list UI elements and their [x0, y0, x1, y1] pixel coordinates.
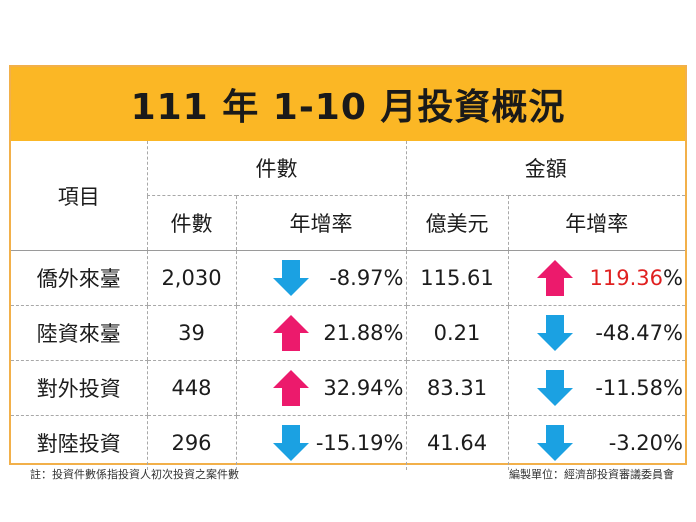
count-value: 39 [146, 305, 236, 361]
count-value: 2,030 [146, 250, 236, 306]
amount-value: 41.64 [405, 415, 508, 470]
header-amount-unit: 億美元 [405, 195, 508, 251]
row-label: 對外投資 [11, 360, 147, 416]
arrow-down-icon [536, 425, 573, 461]
amount-growth-value: -48.47 [595, 321, 664, 345]
count-growth-value: 21.88% [323, 321, 404, 345]
amount-growth-cell: -3.20% [507, 415, 685, 470]
header-count-group: 件數 [146, 141, 406, 196]
amount-growth-cell: 119.36% [507, 250, 685, 306]
count-growth-cell: 21.88% [235, 305, 406, 361]
percent-sign: % [663, 431, 683, 455]
amount-value: 83.31 [405, 360, 508, 416]
amount-value: 0.21 [405, 305, 508, 361]
arrow-down-icon [536, 370, 573, 406]
count-value: 296 [146, 415, 236, 470]
arrow-down-icon [272, 425, 309, 461]
header-item: 項目 [11, 141, 147, 251]
arrow-up-icon [272, 315, 309, 351]
table-row: 對外投資 448 32.94% 83.31 -11.58% [11, 360, 685, 416]
footnote: 註：投資件數係指投資人初次投資之案件數 [30, 468, 239, 481]
page-title: 111 年 1-10 月投資概況 [130, 87, 566, 128]
amount-growth-value: 119.36 [589, 266, 664, 290]
amount-growth-value: -11.58 [595, 376, 664, 400]
header-count: 件數 [146, 195, 236, 251]
table-row: 僑外來臺 2,030 -8.97% 115.61 119.36% [11, 250, 685, 306]
table-row: 對陸投資 296 -15.19% 41.64 -3.20% [11, 415, 685, 470]
amount-value: 115.61 [405, 250, 508, 306]
arrow-up-icon [272, 370, 309, 406]
title-bar: 111 年 1-10 月投資概況 [11, 67, 685, 141]
count-growth-cell: -8.97% [235, 250, 406, 306]
amount-growth-cell: -11.58% [507, 360, 685, 416]
investment-table: 項目 件數 金額 件數 年增率 億美元 年增率 僑外來臺 2,030 -8.97… [11, 141, 685, 470]
amount-growth-cell: -48.47% [507, 305, 685, 361]
count-growth-value: 32.94% [323, 376, 404, 400]
table-frame: 111 年 1-10 月投資概況 項目 件數 金額 件數 年增率 億美元 年增率… [9, 65, 687, 470]
count-growth-cell: -15.19% [235, 415, 406, 470]
percent-sign: % [663, 376, 683, 400]
source-credit: 編製單位：經濟部投資審議委員會 [509, 468, 674, 481]
count-value: 448 [146, 360, 236, 416]
arrow-up-icon [536, 260, 573, 296]
percent-sign: % [663, 321, 683, 345]
arrow-down-icon [536, 315, 573, 351]
row-label: 陸資來臺 [11, 305, 147, 361]
header-amount-group: 金額 [405, 141, 685, 196]
header-count-growth: 年增率 [235, 195, 406, 251]
header-amount-growth: 年增率 [507, 195, 685, 251]
table-row: 陸資來臺 39 21.88% 0.21 -48.47% [11, 305, 685, 361]
count-growth-cell: 32.94% [235, 360, 406, 416]
percent-sign: % [663, 266, 683, 290]
row-label: 對陸投資 [36, 432, 121, 456]
count-growth-value: -15.19% [315, 431, 404, 455]
row-label: 僑外來臺 [11, 250, 147, 306]
count-growth-value: -8.97% [329, 266, 404, 290]
arrow-down-icon [272, 260, 309, 296]
amount-growth-value: -3.20 [608, 431, 664, 455]
